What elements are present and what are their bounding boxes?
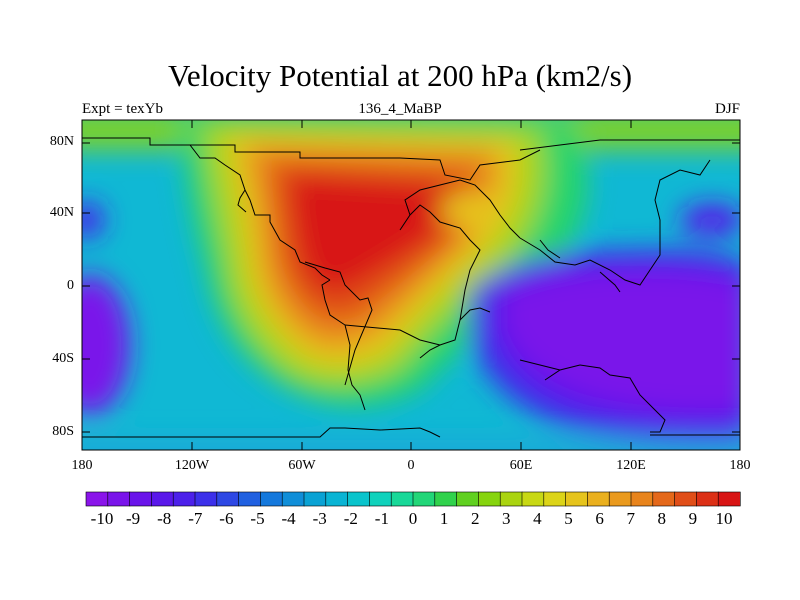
lat-label-eq: 0 xyxy=(67,278,74,293)
colorbar-swatch xyxy=(412,491,436,507)
colorbar-label: 3 xyxy=(502,509,511,528)
colorbar-swatch xyxy=(717,491,741,507)
colorbar-label: -10 xyxy=(90,509,114,528)
lon-label-60e: 60E xyxy=(509,458,533,473)
colorbar-swatch xyxy=(696,491,719,507)
lat-label-40s: 40S xyxy=(52,351,74,366)
colorbar-label: 6 xyxy=(595,509,604,528)
colorbar-label: 8 xyxy=(657,509,667,528)
colorbar-swatch xyxy=(303,491,327,507)
colorbar-label: 4 xyxy=(533,509,542,528)
colorbar-label: 7 xyxy=(626,509,635,528)
lat-label-40n: 40N xyxy=(49,205,74,220)
colorbar-swatch xyxy=(630,491,654,507)
colorbar-label: 0 xyxy=(408,509,418,528)
experiment-id: 136_4_MaBP xyxy=(358,101,442,117)
colorbar-swatch xyxy=(521,491,545,507)
colorbar-swatch xyxy=(543,491,567,507)
colorbar-swatch xyxy=(347,491,371,507)
colorbar-swatch xyxy=(281,491,305,507)
colorbar-swatch xyxy=(390,491,414,507)
colorbar-label: 9 xyxy=(688,509,698,528)
colorbar-swatch xyxy=(172,491,196,507)
colorbar-label: -1 xyxy=(374,509,389,528)
lon-label-0: 0 xyxy=(407,458,415,473)
colorbar-swatch xyxy=(216,491,240,507)
colorbar-swatch xyxy=(238,491,262,507)
colorbar-swatch xyxy=(674,491,697,507)
colorbar-label: -4 xyxy=(281,509,296,528)
colorbar-label: -6 xyxy=(219,509,234,528)
colorbar-swatch xyxy=(194,491,218,507)
lat-label-80n: 80N xyxy=(49,134,74,149)
season-label: DJF xyxy=(714,101,740,117)
colorbar-swatch xyxy=(260,491,283,507)
lon-label-120w: 120W xyxy=(174,458,210,473)
colorbar-swatch xyxy=(369,491,392,507)
colorbar-swatch xyxy=(499,491,523,507)
colorbar-label: -8 xyxy=(157,509,172,528)
lon-label-180e: 180 xyxy=(729,458,751,473)
experiment-label: Expt = texYb xyxy=(82,101,163,117)
colorbar-swatch xyxy=(434,491,458,507)
colorbar-swatch xyxy=(107,491,131,507)
colorbar-swatch xyxy=(565,491,588,507)
colorbar-swatch xyxy=(325,491,349,507)
colorbar-label: -9 xyxy=(126,509,141,528)
lon-label-120e: 120E xyxy=(616,458,646,473)
colorbar-label: -5 xyxy=(250,509,265,528)
chart-title: Velocity Potential at 200 hPa (km2/s) xyxy=(167,58,633,93)
colorbar-label: 10 xyxy=(715,509,733,528)
lat-label-80s: 80S xyxy=(52,424,74,439)
colorbar-label: 5 xyxy=(564,509,573,528)
colorbar-swatch xyxy=(85,491,109,507)
colorbar-swatch xyxy=(456,491,480,507)
colorbar-label: 2 xyxy=(470,509,480,528)
lon-label-60w: 60W xyxy=(288,458,316,473)
coastlines xyxy=(82,137,740,438)
colorbar xyxy=(85,491,741,507)
colorbar-swatch xyxy=(129,491,153,507)
axis-ticks xyxy=(82,120,740,450)
colorbar-label: 1 xyxy=(439,509,449,528)
colorbar-label: -3 xyxy=(312,509,327,528)
colorbar-label: -2 xyxy=(343,509,358,528)
colorbar-swatch xyxy=(652,491,676,507)
lon-label-180w: 180 xyxy=(71,458,93,473)
colorbar-swatch xyxy=(587,491,610,507)
colorbar-swatch xyxy=(478,491,501,507)
colorbar-label: -7 xyxy=(188,509,203,528)
contour-field xyxy=(82,120,740,450)
colorbar-swatch xyxy=(151,491,174,507)
colorbar-swatch xyxy=(608,491,632,507)
